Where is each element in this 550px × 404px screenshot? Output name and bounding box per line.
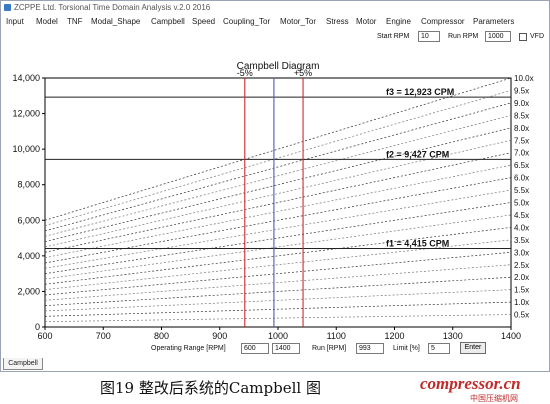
order-label: 9.5x bbox=[514, 86, 529, 95]
order-label: 8.0x bbox=[514, 124, 529, 133]
menu-input[interactable]: Input bbox=[6, 17, 24, 26]
x-tick-label: 1400 bbox=[501, 331, 521, 341]
margin-label: +5% bbox=[294, 68, 312, 78]
order-label: 6.5x bbox=[514, 161, 529, 170]
x-tick-label: 1000 bbox=[268, 331, 288, 341]
watermark-logo: compressor.cn bbox=[420, 374, 521, 393]
menu-speed[interactable]: Speed bbox=[192, 17, 216, 26]
menu-compressor[interactable]: Compressor bbox=[421, 17, 465, 26]
order-line bbox=[44, 202, 512, 274]
app-icon bbox=[4, 4, 11, 11]
figure-caption: 图19 整改后系统的Campbell 图 bbox=[100, 379, 321, 397]
rpm-bar: Start RPM Run RPM VFD bbox=[1, 30, 549, 45]
y-tick-label: 10,000 bbox=[12, 144, 40, 154]
run-label: Run [RPM] bbox=[312, 345, 347, 352]
order-line bbox=[44, 314, 512, 323]
order-label: 6.0x bbox=[514, 174, 529, 183]
order-label: 2.0x bbox=[514, 273, 529, 282]
menu-coupling-tor[interactable]: Coupling_Tor bbox=[223, 17, 271, 26]
campbell-chart: Campbell Diagram 600 700 800 900 1000 1100 1200… bbox=[12, 61, 534, 341]
chart-title: Campbell Diagram bbox=[237, 61, 320, 72]
x-tick-label: 700 bbox=[96, 331, 111, 341]
order-label: 3.0x bbox=[514, 248, 529, 257]
menu-engine[interactable]: Engine bbox=[386, 17, 411, 26]
y-tick-label: 6,000 bbox=[17, 215, 40, 225]
enter-button[interactable]: Enter bbox=[460, 342, 486, 354]
y-tick-label: 8,000 bbox=[17, 180, 40, 190]
order-line bbox=[44, 189, 512, 269]
menu-motor-tor[interactable]: Motor_Tor bbox=[280, 17, 317, 26]
limit-label: Limit [%] bbox=[393, 345, 420, 352]
x-tick-label: 800 bbox=[154, 331, 169, 341]
order-line bbox=[44, 102, 512, 232]
natural-frequency-label: f3 = 12,923 CPM bbox=[386, 87, 454, 97]
caption-area: 图19 整改后系统的Campbell 图 compressor.cn 中国压缩机… bbox=[0, 374, 550, 404]
vfd-label: VFD bbox=[530, 33, 544, 40]
menu-tnf[interactable]: TNF bbox=[67, 17, 83, 26]
menu-modal-shape[interactable]: Modal_Shape bbox=[91, 17, 141, 26]
menu-parameters[interactable]: Parameters bbox=[473, 17, 515, 26]
order-label: 9.0x bbox=[514, 99, 529, 108]
menu-bar: Input Model TNF Modal_Shape Campbell Spe… bbox=[1, 15, 549, 30]
run-input[interactable] bbox=[356, 343, 384, 354]
order-label: 10.0x bbox=[514, 74, 534, 83]
operating-range-label: Operating Range [RPM] bbox=[151, 345, 226, 352]
window-title: ZCPPE Ltd. Torsional Time Domain Analysi… bbox=[14, 3, 211, 12]
order-label: 4.0x bbox=[514, 223, 529, 232]
order-line bbox=[44, 77, 512, 221]
order-label: 8.5x bbox=[514, 111, 529, 120]
y-tick-label: 4,000 bbox=[17, 251, 40, 261]
order-line bbox=[44, 289, 512, 312]
order-label: 5.5x bbox=[514, 186, 529, 195]
menu-model[interactable]: Model bbox=[36, 17, 58, 26]
order-line bbox=[44, 276, 512, 307]
x-tick-label: 1200 bbox=[384, 331, 404, 341]
start-rpm-input[interactable] bbox=[418, 31, 440, 42]
order-line bbox=[44, 251, 512, 296]
x-tick-label: 1300 bbox=[443, 331, 463, 341]
title-bar: ZCPPE Ltd. Torsional Time Domain Analysi… bbox=[1, 1, 549, 14]
order-label: 5.0x bbox=[514, 199, 529, 208]
order-line bbox=[44, 115, 512, 237]
order-line bbox=[44, 264, 512, 301]
y-tick-label: 2,000 bbox=[17, 286, 40, 296]
menu-motor[interactable]: Motor bbox=[356, 17, 377, 26]
operating-range-max-input[interactable] bbox=[272, 343, 300, 354]
vfd-checkbox[interactable] bbox=[519, 33, 527, 41]
order-line bbox=[44, 152, 512, 253]
natural-frequency-label: f1 = 4,415 CPM bbox=[386, 238, 449, 248]
order-label: 1.5x bbox=[514, 286, 529, 295]
order-label: 3.5x bbox=[514, 236, 529, 245]
order-line bbox=[44, 90, 512, 226]
natural-frequency-label: f2 = 9,427 CPM bbox=[386, 149, 449, 159]
watermark-subtitle: 中国压缩机网 bbox=[470, 394, 518, 403]
app-window: ZCPPE Ltd. Torsional Time Domain Analysi… bbox=[0, 0, 550, 372]
x-tick-label: 900 bbox=[212, 331, 227, 341]
x-tick-label: 1100 bbox=[327, 331, 346, 341]
menu-campbell[interactable]: Campbell bbox=[151, 17, 185, 26]
y-tick-label: 12,000 bbox=[12, 109, 40, 119]
operating-range-min-input[interactable] bbox=[241, 343, 269, 354]
order-label: 7.0x bbox=[514, 149, 529, 158]
y-tick-label: 0 bbox=[35, 322, 40, 332]
x-tick-label: 600 bbox=[37, 331, 52, 341]
menu-stress[interactable]: Stress bbox=[326, 17, 349, 26]
run-rpm-input[interactable] bbox=[485, 31, 511, 42]
order-label: 1.0x bbox=[514, 298, 529, 307]
run-rpm-label: Run RPM bbox=[448, 33, 479, 40]
order-label: 4.5x bbox=[514, 211, 529, 220]
order-label: 2.5x bbox=[514, 261, 529, 270]
limit-input[interactable] bbox=[428, 343, 450, 354]
margin-label: -5% bbox=[237, 68, 253, 78]
order-line bbox=[44, 301, 512, 317]
start-rpm-label: Start RPM bbox=[377, 33, 410, 40]
order-label: 7.5x bbox=[514, 136, 529, 145]
y-tick-label: 14,000 bbox=[12, 73, 40, 83]
plot-area bbox=[44, 77, 512, 328]
tab-campbell[interactable]: Campbell bbox=[3, 358, 43, 370]
order-line bbox=[44, 164, 512, 258]
order-line bbox=[44, 177, 512, 264]
order-label: 0.5x bbox=[514, 311, 529, 320]
